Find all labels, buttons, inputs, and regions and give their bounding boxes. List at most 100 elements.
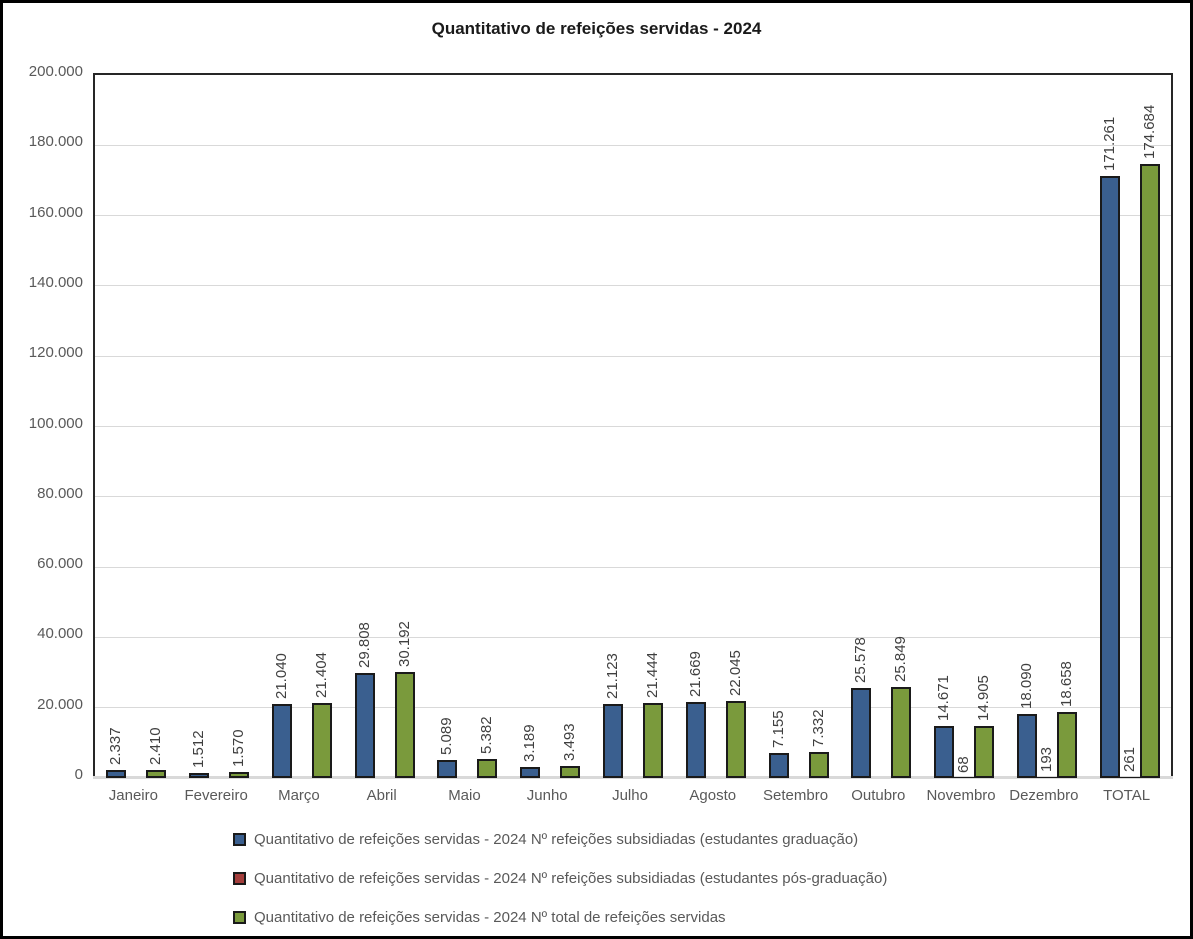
x-category-label: Abril	[366, 787, 397, 804]
data-label: 3.189	[521, 724, 539, 762]
x-axis-line	[93, 776, 1173, 779]
gridline	[95, 215, 1171, 217]
x-category-label: Agosto	[689, 787, 737, 804]
bar-pos-graduacao	[954, 776, 975, 778]
data-label: 21.669	[686, 650, 704, 697]
y-tick-label: 0	[74, 766, 83, 783]
bar-total	[643, 702, 663, 778]
x-category-label: Novembro	[926, 787, 996, 804]
data-label: 25.849	[892, 636, 910, 683]
bar-graduacao	[106, 769, 127, 778]
bar-graduacao	[934, 726, 955, 778]
y-tick-label: 200.000	[28, 63, 83, 80]
bar-graduacao	[271, 704, 292, 778]
x-category-label: Fevereiro	[184, 787, 248, 804]
chart-title: Quantitativo de refeições servidas - 202…	[431, 19, 762, 38]
data-label: 21.444	[644, 651, 661, 698]
bar-total	[311, 702, 332, 778]
y-tick-label: 60.000	[37, 555, 83, 573]
bar-graduacao	[685, 701, 706, 778]
gridline	[95, 285, 1171, 287]
legend: Quantitativo de refeições servidas - 202…	[233, 830, 887, 936]
bar-graduacao	[768, 752, 789, 778]
y-tick-label: 160.000	[28, 203, 83, 221]
x-category-label: Maio	[448, 787, 481, 804]
plot-area: 2.337 1.512 21.040 29.808 5.089 3.189 21.123 21…	[93, 73, 1173, 779]
legend-label: Quantitativo de refeições servidas - 202…	[254, 908, 726, 926]
legend-item: Quantitativo de refeições servidas - 202…	[233, 830, 887, 848]
legend-item: Quantitativo de refeições servidas - 202…	[233, 908, 887, 926]
bar-graduacao	[1099, 176, 1120, 778]
bar-pos-graduacao	[1119, 776, 1140, 778]
gridline	[95, 144, 1171, 146]
y-tick-label: 80.000	[37, 484, 83, 502]
x-category-label: Junho	[526, 787, 568, 804]
data-label: 5.089	[438, 717, 456, 756]
data-label: 1.512	[190, 730, 208, 768]
bar-total	[229, 772, 250, 778]
y-tick-label: 140.000	[28, 273, 83, 291]
legend-swatch	[233, 910, 246, 924]
data-label: 30.192	[395, 621, 413, 667]
bar-total	[394, 671, 415, 778]
data-label: 2.337	[107, 727, 125, 765]
y-tick-label: 100.000	[28, 414, 83, 432]
data-label: 22.045	[726, 649, 744, 696]
data-label: 7.155	[769, 710, 787, 748]
data-label: 261	[1120, 747, 1138, 773]
bar-total	[725, 700, 746, 778]
bar-total	[808, 752, 829, 778]
gridline	[95, 707, 1171, 709]
x-category-label: Março	[278, 787, 320, 804]
gridline	[95, 636, 1171, 638]
gridline	[95, 566, 1171, 568]
bar-graduacao	[437, 760, 458, 778]
data-label: 5.382	[478, 716, 496, 755]
x-category-label: Dezembro	[1009, 787, 1079, 804]
bar-graduacao	[851, 688, 872, 778]
bar-total	[1139, 164, 1160, 778]
data-label: 18.658	[1057, 661, 1075, 708]
legend-label: Quantitativo de refeições servidas - 202…	[254, 830, 859, 848]
y-tick-label: 40.000	[37, 625, 83, 643]
data-label: 193	[1037, 747, 1055, 773]
data-label: 7.332	[809, 709, 827, 748]
data-label: 3.493	[561, 723, 579, 761]
data-label: 21.123	[604, 652, 621, 699]
x-category-label: Janeiro	[108, 787, 158, 804]
data-label: 29.808	[355, 622, 373, 669]
bar-total	[1056, 712, 1077, 778]
data-label: 14.671	[935, 675, 953, 722]
data-label: 21.040	[272, 653, 290, 700]
bar-total	[974, 725, 995, 778]
bar-graduacao	[1016, 714, 1037, 778]
y-tick-label: 120.000	[28, 344, 83, 362]
data-label: 25.578	[852, 637, 870, 684]
bar-total	[146, 769, 167, 778]
bar-total	[891, 687, 912, 778]
bar-graduacao	[520, 766, 541, 778]
gridline	[95, 496, 1171, 498]
gridline	[95, 355, 1171, 357]
data-label: 2.410	[147, 726, 165, 765]
y-tick-label: 20.000	[37, 695, 83, 713]
legend-item: Quantitativo de refeições servidas - 202…	[233, 869, 887, 887]
x-category-label: Julho	[612, 787, 648, 804]
bar-total	[477, 759, 498, 778]
legend-label: Quantitativo de refeições servidas - 202…	[254, 869, 888, 887]
data-label: 21.404	[312, 651, 330, 698]
legend-swatch	[233, 832, 246, 846]
data-label: 18.090	[1017, 663, 1035, 710]
bar-graduacao	[354, 673, 375, 778]
legend-swatch	[233, 871, 246, 885]
x-category-label: Outubro	[851, 787, 906, 804]
x-category-label: Setembro	[763, 787, 829, 804]
data-label: 68	[955, 756, 973, 773]
bar-graduacao	[189, 772, 210, 778]
data-label: 171.261	[1100, 116, 1118, 172]
bar-pos-graduacao	[1036, 776, 1057, 778]
bar-graduacao	[603, 703, 623, 778]
data-label: 1.570	[230, 729, 248, 768]
bar-total	[560, 765, 581, 778]
